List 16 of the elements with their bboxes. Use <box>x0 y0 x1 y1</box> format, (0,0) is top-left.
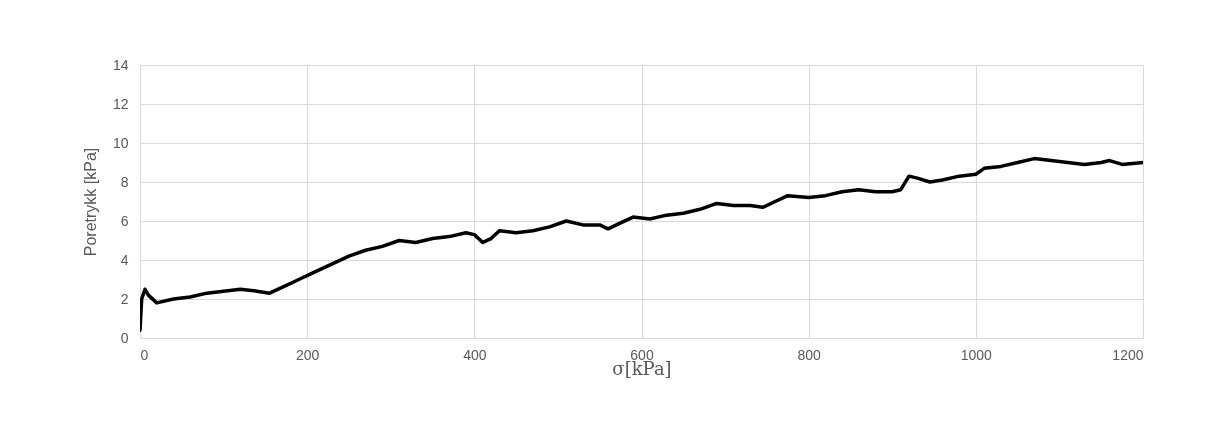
x-tick-label: 1200 <box>1112 346 1144 363</box>
x-tick-label: 200 <box>295 346 320 363</box>
x-tick-label: 1000 <box>960 346 993 363</box>
x-tick-label: 800 <box>797 346 822 363</box>
y-tick-label: 10 <box>112 134 129 151</box>
y-tick-label: 4 <box>120 251 129 268</box>
y-tick-label: 2 <box>120 290 129 307</box>
line-series <box>140 156 1143 332</box>
y-tick-label: 8 <box>120 173 129 190</box>
y-tick-label: 14 <box>112 56 129 73</box>
x-tick-label: 0 <box>140 346 149 363</box>
y-tick-label: 0 <box>120 329 129 346</box>
x-tick-label: 400 <box>463 346 487 363</box>
y-tick-label: 6 <box>120 212 129 229</box>
y-tick-label: 12 <box>112 95 129 112</box>
y-axis-title: Poretrykk [kPa] <box>81 147 99 257</box>
